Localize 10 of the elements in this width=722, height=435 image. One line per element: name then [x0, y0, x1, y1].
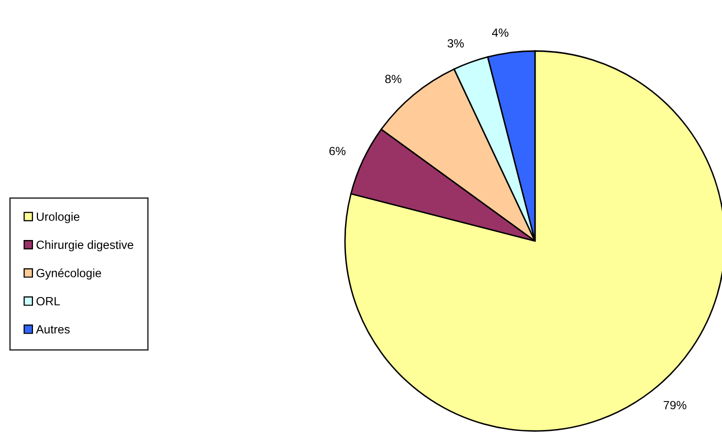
data-label: 3%	[448, 39, 464, 48]
data-label: 6%	[329, 146, 346, 156]
legend-label: Autres	[36, 325, 70, 334]
legend-label: ORL	[36, 297, 60, 306]
legend-label: Urologie	[36, 212, 80, 224]
data-label: 8%	[385, 74, 402, 84]
data-label: 4%	[492, 28, 508, 37]
legend-label: Chirurgie digestive	[36, 240, 134, 252]
legend-label: Gynécologie	[36, 268, 102, 280]
data-label: 79%	[664, 400, 686, 410]
